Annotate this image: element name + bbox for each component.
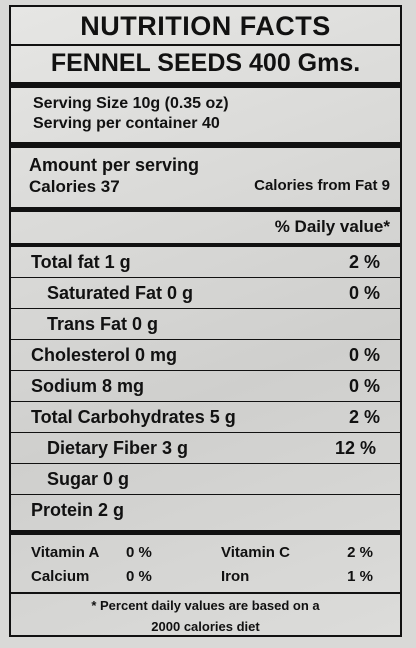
daily-value: 2 %: [348, 251, 380, 272]
serving-size: Serving Size 10g (0.35 oz): [33, 95, 229, 112]
amount-header: Amount per serving: [29, 155, 200, 175]
vitamin-dv: 1 %: [347, 567, 373, 585]
vitamin-dv: 2 %: [347, 543, 373, 561]
nutrient-row: Dietary Fiber 3 g 12 %: [11, 433, 400, 464]
vitamins: Vitamin A 0 % Vitamin C 2 % Calcium 0 % Iron 1 …: [11, 540, 400, 588]
daily-value: 0 %: [348, 375, 380, 396]
daily-value: 0 %: [348, 282, 380, 303]
nutrient-label: Protein 2 g: [31, 500, 125, 520]
nutrient-row: Trans Fat 0 g: [11, 309, 400, 340]
vitamin-dv: 0 %: [126, 567, 152, 585]
daily-value: 12 %: [334, 437, 376, 458]
nutrient-rows: Total fat 1 g 2 % Saturated Fat 0 g 0 % Tran…: [11, 247, 400, 526]
nutrient-label: Sodium 8 mg: [31, 375, 145, 396]
nutrient-row: Cholesterol 0 mg 0 %: [11, 340, 400, 371]
daily-value-header: % Daily value*: [274, 217, 390, 236]
calories: Calories 37: [29, 177, 120, 196]
vitamin-name: Vitamin C: [221, 543, 290, 561]
footnote-line: * Percent daily values are based on a: [91, 598, 320, 613]
rule: [11, 142, 400, 148]
product: FENNEL SEEDS 400 Gms.: [50, 49, 361, 77]
footnote-line: 2000 calories diet: [151, 619, 260, 634]
title: NUTRITION FACTS: [80, 11, 331, 41]
vitamin-name: Iron: [221, 567, 250, 585]
rule: [11, 592, 400, 594]
rule: [11, 207, 400, 212]
nutrient-label: Dietary Fiber 3 g: [47, 437, 189, 458]
nutrient-label: Total fat 1 g: [31, 251, 131, 272]
footnote: * Percent daily values are based on a 200…: [11, 595, 400, 637]
nutrient-row: Saturated Fat 0 g 0 %: [11, 278, 400, 309]
rule: [11, 44, 400, 46]
vitamin-name: Vitamin A: [31, 543, 100, 561]
nutrient-row: Protein 2 g: [11, 495, 400, 526]
vitamin-row: Vitamin A 0 % Vitamin C 2 %: [11, 540, 400, 564]
nutrient-row: Total Carbohydrates 5 g 2 %: [11, 402, 400, 433]
nutrient-row: Total fat 1 g 2 %: [11, 247, 400, 278]
daily-value: 2 %: [348, 406, 380, 427]
daily-value: 0 %: [348, 344, 380, 365]
rule: [11, 243, 400, 247]
nutrient-label: Saturated Fat 0 g: [47, 282, 194, 303]
rule: [11, 530, 400, 535]
nutrient-row: Sugar 0 g: [11, 464, 400, 495]
vitamin-dv: 0 %: [126, 543, 152, 561]
rule: [11, 82, 400, 88]
nutrient-label: Total Carbohydrates 5 g: [31, 406, 236, 427]
nutrient-label: Trans Fat 0 g: [47, 313, 159, 334]
calories-from-fat: Calories from Fat 9: [254, 177, 390, 194]
nutrient-label: Cholesterol 0 mg: [31, 344, 178, 365]
vitamin-row: Calcium 0 % Iron 1 %: [11, 564, 400, 588]
servings: Serving per container 40: [33, 115, 220, 132]
calories-row: Calories 37 Calories from Fat 9: [11, 177, 400, 197]
nutrient-row: Sodium 8 mg 0 %: [11, 371, 400, 402]
nutrient-label: Sugar 0 g: [47, 468, 130, 489]
nutrition-label: NUTRITION FACTS FENNEL SEEDS 400 Gms. Se…: [9, 5, 402, 637]
vitamin-name: Calcium: [31, 567, 90, 585]
